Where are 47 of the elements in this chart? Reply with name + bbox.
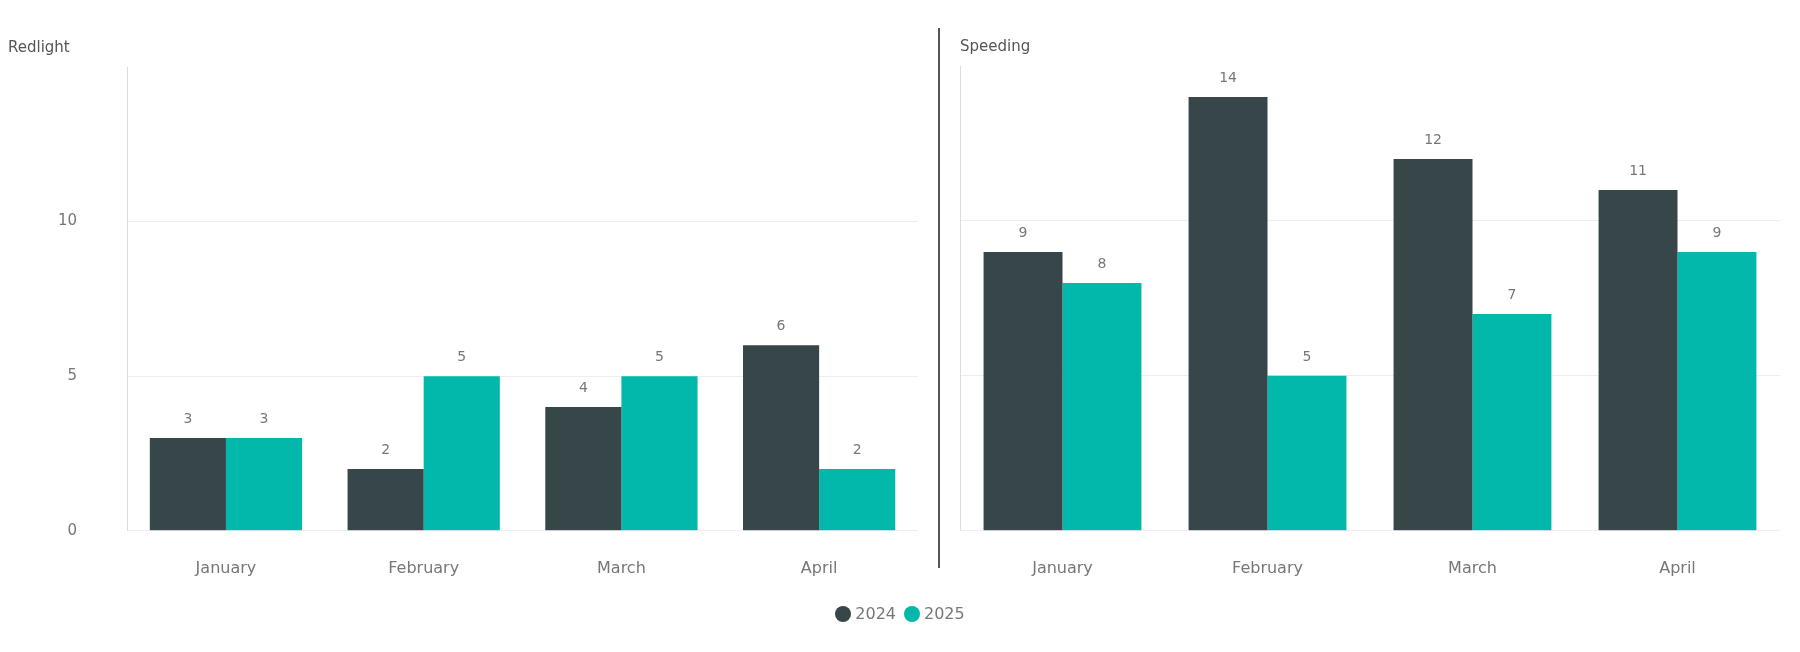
bar [149,438,226,531]
x-tick-label: March [1448,557,1497,577]
bar [743,345,820,531]
data-label: 5 [457,347,467,364]
bar [983,251,1063,531]
data-label: 11 [1629,161,1647,178]
bar [1267,375,1347,531]
data-label: 2 [381,440,391,457]
data-label: 3 [183,409,193,426]
x-tick-label: February [1232,557,1303,577]
legend-label: 2025 [924,604,965,623]
chart-title: Speeding [960,36,1031,55]
bar [347,468,424,531]
data-label: 9 [1018,223,1028,240]
bar [1677,251,1757,531]
bar [423,376,500,531]
data-label: 14 [1219,68,1238,85]
bar [1062,282,1142,531]
x-tick-label: February [388,557,460,577]
data-label: 6 [776,316,786,333]
data-label: 2 [852,440,862,457]
bar [1393,158,1473,531]
x-tick-label: April [1659,557,1696,577]
x-tick-label: April [800,557,838,577]
data-label: 5 [655,347,664,364]
legend-label: 2024 [855,604,896,623]
data-label: 5 [1302,347,1312,364]
data-label: 12 [1424,130,1442,147]
bar [225,438,303,531]
data-label: 8 [1097,254,1107,271]
x-tick-label: January [1031,557,1093,577]
bar [621,376,698,531]
x-tick-label: March [597,557,646,577]
data-label: 9 [1712,223,1722,240]
y-tick-label: 10 [57,211,78,230]
data-label: 7 [1507,285,1517,302]
y-tick-label: 0 [67,520,78,539]
bar [545,407,622,531]
bar [819,468,896,531]
y-tick-label: 5 [67,366,78,385]
data-label: 3 [259,409,269,426]
bar [1188,96,1268,531]
chart-title: Redlight [8,37,70,56]
x-tick-label: January [194,557,257,577]
data-label: 4 [578,378,588,395]
bar [1598,189,1678,531]
bar [1472,313,1552,531]
